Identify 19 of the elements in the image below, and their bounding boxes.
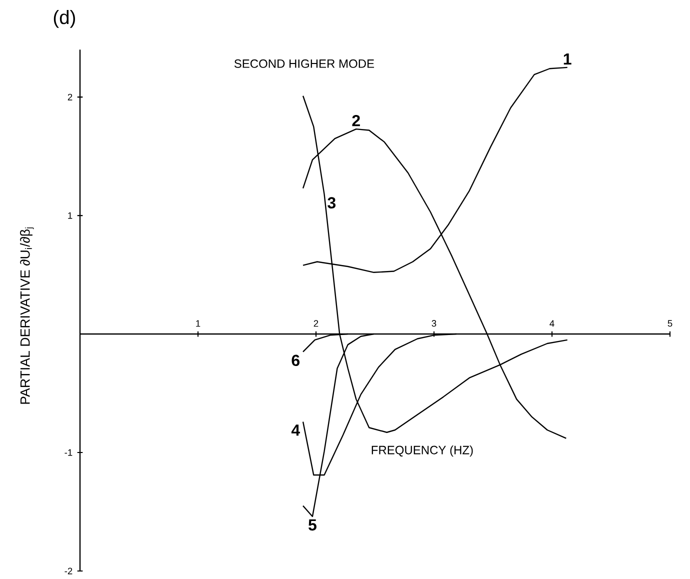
- series-label: 3: [328, 197, 336, 209]
- y-tick-label: -2: [64, 568, 72, 574]
- x-tick-label: 2: [314, 320, 318, 327]
- x-tick-label: 4: [550, 320, 554, 327]
- x-axis-title: FREQUENCY (HZ): [372, 445, 473, 457]
- x-tick-label: 5: [668, 320, 672, 327]
- series-label: 2: [352, 114, 360, 126]
- y-tick-label: 1: [68, 212, 72, 219]
- y-tick-label: -1: [64, 449, 72, 456]
- x-tick-label: 1: [196, 320, 200, 327]
- series-label: 1: [564, 54, 572, 65]
- text: SECOND HIGHER MODE: [234, 59, 374, 68]
- series-label: 4: [291, 424, 300, 436]
- text: (d): [54, 10, 75, 28]
- x-tick-label: 3: [432, 320, 436, 327]
- series-label: 5: [308, 519, 316, 531]
- y-axis-title: PARTIAL DERIVATIVE ∂U$_{i}$/∂β$_{j}$: [20, 227, 34, 404]
- y-tick-label: 2: [68, 94, 72, 100]
- series-label: 6: [292, 354, 300, 366]
